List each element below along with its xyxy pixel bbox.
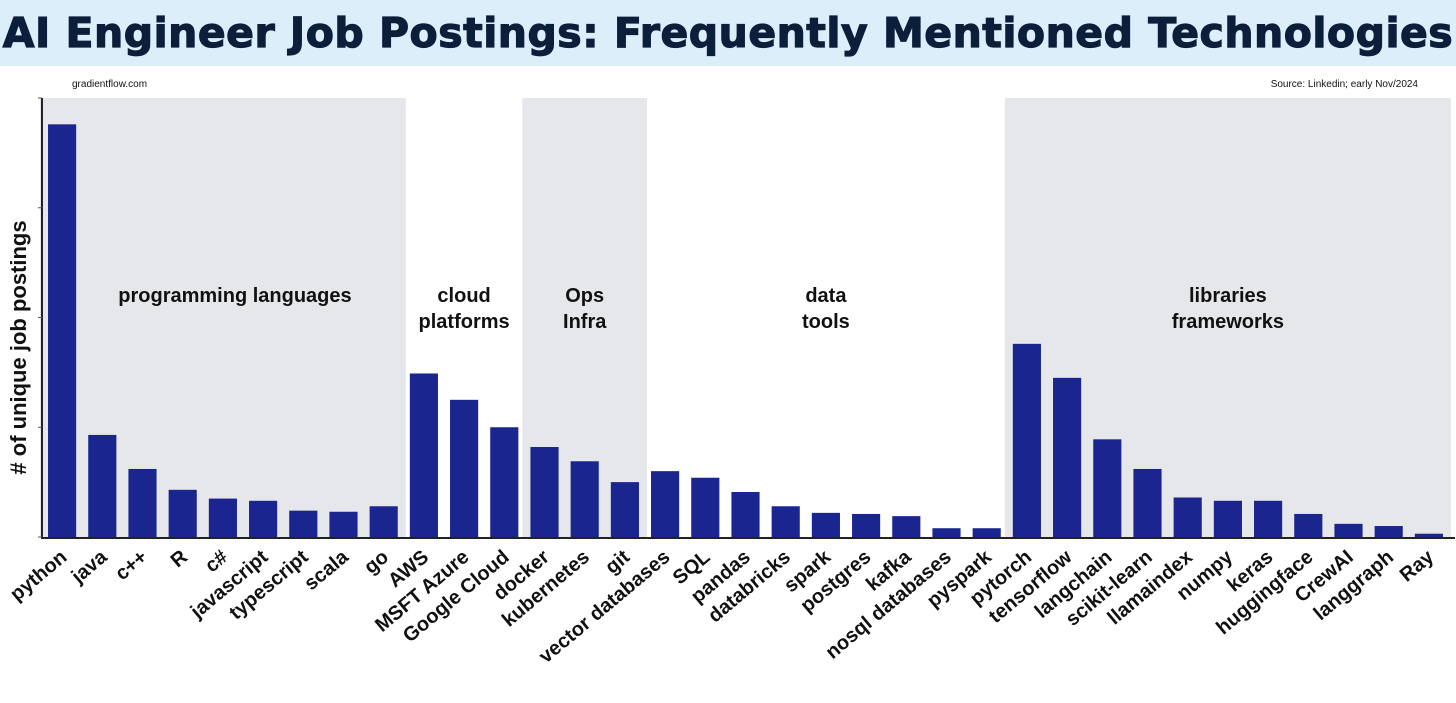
bar-ray (1414, 533, 1443, 537)
bar-scala (329, 511, 358, 537)
bar-vector-databases (651, 471, 680, 537)
group-label-1: platforms (419, 311, 510, 333)
bar-kubernetes (570, 461, 599, 537)
bar-crewai (1334, 523, 1363, 537)
bar-huggingface (1294, 513, 1323, 537)
x-tick-label: java (67, 545, 112, 588)
group-label-0: programming languages (118, 285, 351, 307)
bars-layer (48, 124, 1443, 537)
bar-aws (409, 373, 438, 537)
group-label-3: data (805, 285, 847, 307)
bar-postgres (852, 513, 881, 537)
bar-go (369, 506, 398, 537)
bar-pytorch (1012, 343, 1041, 537)
axes-layer: # of unique job postings (6, 97, 1455, 539)
credit-text: gradientflow.com (72, 79, 148, 90)
group-label-1: cloud (437, 285, 490, 307)
bar-nosql-databases (932, 528, 961, 537)
group-label-4: frameworks (1172, 311, 1284, 333)
title-band: AI Engineer Job Postings: Frequently Men… (0, 0, 1456, 66)
bar-r (168, 489, 197, 537)
bar-typescript (289, 510, 318, 537)
source-text: Source: Linkedin; early Nov/2024 (1270, 79, 1418, 90)
group-label-4: libraries (1189, 285, 1267, 307)
x-tick-label: R (167, 546, 193, 572)
bar-spark (811, 512, 840, 537)
bar-pyspark (972, 528, 1001, 537)
bar-javascript (249, 500, 278, 537)
bar-msft-azure (450, 399, 479, 537)
bar-scikit-learn (1133, 468, 1162, 537)
bar-langgraph (1374, 526, 1403, 537)
bar-numpy (1213, 500, 1242, 537)
bar-git (610, 482, 639, 537)
group-labels-layer: programming languages cloud platforms Ops In… (118, 285, 1284, 333)
x-tick-label: python (6, 546, 71, 606)
bar-langchain (1093, 439, 1122, 537)
group-label-3: tools (802, 311, 850, 333)
group-label-2: Infra (563, 311, 607, 333)
bar-sql (691, 477, 720, 537)
x-tick-label: Ray (1396, 545, 1439, 586)
bar-databricks (771, 506, 800, 537)
bar-c- (128, 468, 157, 537)
chart-title: AI Engineer Job Postings: Frequently Men… (2, 8, 1454, 57)
bar-python (48, 124, 77, 537)
y-axis-title: # of unique job postings (6, 220, 31, 474)
bar-pandas (731, 492, 760, 537)
bar-c- (208, 498, 237, 537)
bar-llamaindex (1173, 497, 1202, 537)
bar-google-cloud (490, 427, 519, 537)
x-tick-label: scala (300, 545, 353, 595)
bar-java (88, 434, 117, 537)
bar-tensorflow (1053, 377, 1082, 537)
bar-docker (530, 447, 559, 537)
bar-kafka (892, 516, 921, 537)
x-tick-label: c++ (111, 546, 152, 585)
bar-keras (1254, 500, 1283, 537)
group-label-2: Ops (565, 285, 604, 307)
